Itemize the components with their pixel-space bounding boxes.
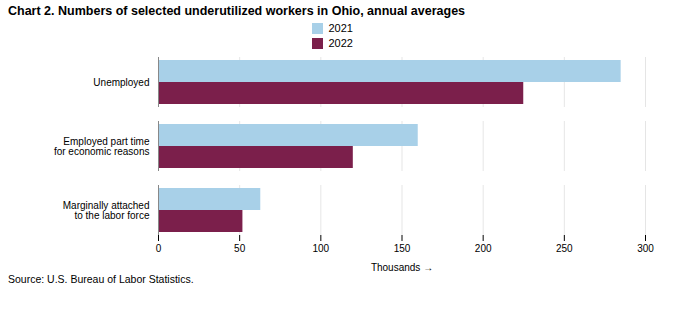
html-text:Chart 2. Numbers of selected u: Chart 2. Numbers of selected underutiliz…	[8, 4, 466, 18]
svg-text:0: 0	[156, 243, 162, 254]
html-text:Source: U.S. Bureau of Labor S: Source: U.S. Bureau of Labor Statistics.	[8, 273, 194, 285]
svg-text:Unemployed: Unemployed	[93, 77, 149, 88]
svg-text:50: 50	[234, 243, 246, 254]
svg-text:Thousands →: Thousands →	[371, 262, 433, 273]
svg-text:Marginally attachedto the labo: Marginally attachedto the labor force	[63, 200, 150, 221]
svg-text:200: 200	[475, 243, 492, 254]
svg-text:250: 250	[556, 243, 573, 254]
svg-text:300: 300	[637, 243, 654, 254]
svg-text:100: 100	[312, 243, 329, 254]
svg-text:Employed part timefor economic: Employed part timefor economic reasons	[54, 136, 150, 157]
svg-text:150: 150	[394, 243, 411, 254]
html-text:2022: 2022	[328, 37, 353, 49]
html-text:2021: 2021	[328, 22, 353, 34]
